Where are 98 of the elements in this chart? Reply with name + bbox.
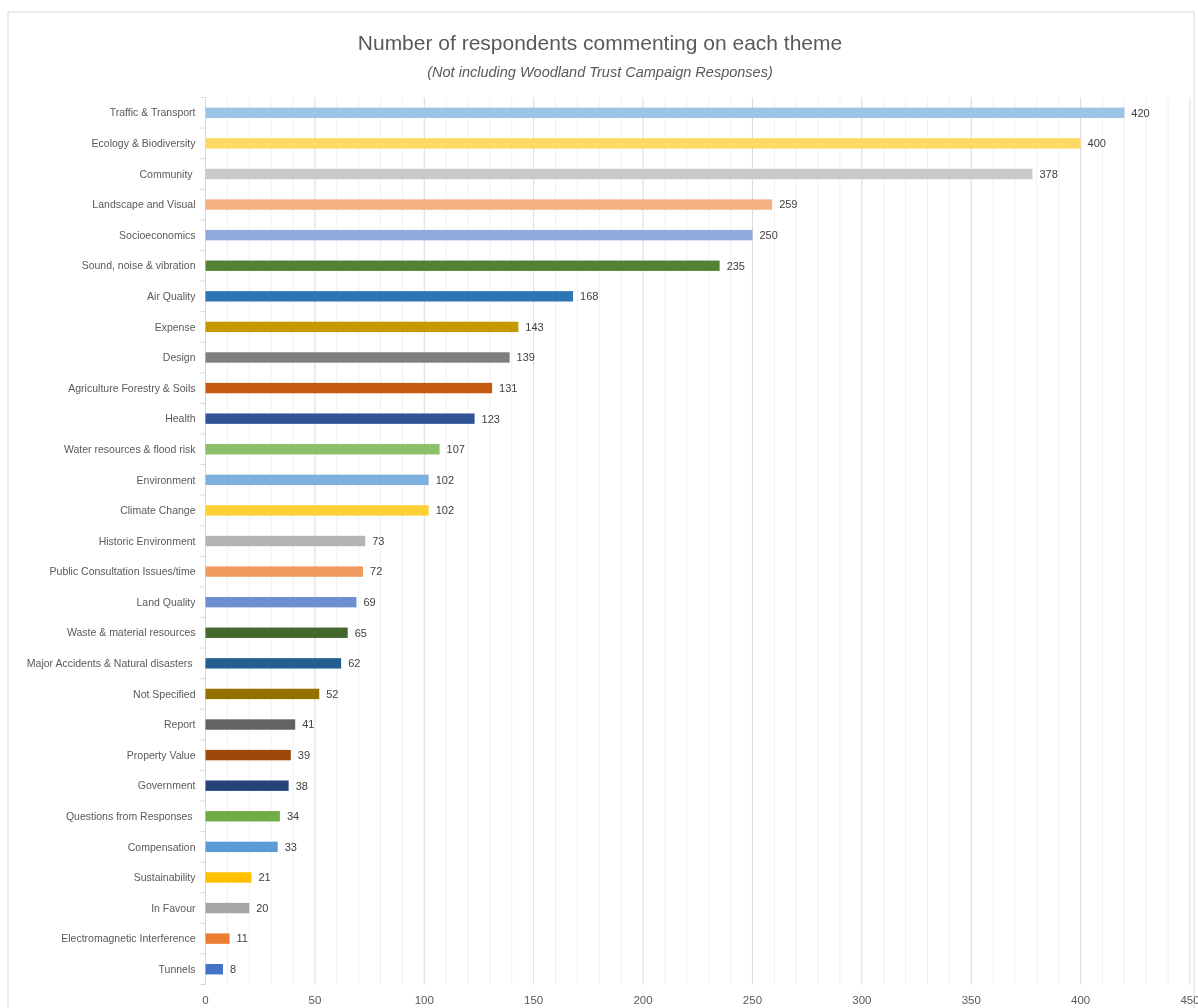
y-tick-label: Water resources & flood risk <box>64 442 197 455</box>
data-label: 102 <box>435 473 455 486</box>
y-tick-label: Ecology & Biodiversity <box>91 137 197 150</box>
data-label: 73 <box>372 534 385 547</box>
y-tick-label: In Favour <box>151 901 196 914</box>
y-tick-label: Questions from Responses <box>65 809 196 822</box>
data-label: 168 <box>580 290 599 303</box>
y-tick-label: Traffic & Transport <box>109 106 196 119</box>
y-tick-label: Community <box>139 167 196 180</box>
y-tick-label: Electromagnetic Interference <box>61 932 196 945</box>
y-tick-label: Air Quality <box>147 289 197 302</box>
y-tick-label: Land Quality <box>136 595 197 608</box>
bar <box>205 688 320 700</box>
bar <box>205 168 1033 180</box>
data-label: 259 <box>779 198 798 211</box>
bar <box>205 627 348 638</box>
bar <box>205 505 429 516</box>
bar <box>205 719 296 730</box>
bar <box>205 382 493 394</box>
data-label: 250 <box>759 228 778 241</box>
bar <box>205 107 1125 118</box>
data-label: 139 <box>516 351 535 364</box>
data-label: 143 <box>525 320 544 333</box>
bar <box>205 872 252 883</box>
y-tick-label: Report <box>163 718 196 731</box>
data-label: 38 <box>295 779 308 792</box>
y-tick-label: Major Accidents & Natural disasters <box>26 657 196 670</box>
y-tick-label: Government <box>137 779 196 792</box>
bar <box>205 658 342 669</box>
data-label: 8 <box>230 963 237 976</box>
x-tick-label: 100 <box>414 993 434 1006</box>
y-tick-label: Design <box>162 351 196 364</box>
y-tick-label: Property Value <box>126 748 196 761</box>
data-label: 235 <box>726 259 745 272</box>
x-tick-label: 350 <box>961 993 981 1006</box>
bar <box>205 444 440 455</box>
x-tick-label: 300 <box>852 993 872 1006</box>
y-tick-label: Tunnels <box>158 962 196 975</box>
data-label: 11 <box>236 932 248 945</box>
y-tick-label: Public Consultation Issues/time <box>49 565 196 578</box>
data-label: 102 <box>435 504 455 517</box>
x-tick-label: 150 <box>524 993 544 1006</box>
data-label: 62 <box>348 657 361 670</box>
y-tick-label: Climate Change <box>120 504 196 517</box>
y-tick-label: Not Specified <box>133 687 196 700</box>
x-tick-label: 0 <box>202 993 209 1006</box>
data-label: 21 <box>258 871 271 884</box>
bar <box>205 138 1081 149</box>
bar <box>205 321 519 333</box>
data-label: 107 <box>446 443 465 456</box>
y-tick-label: Landscape and Visual <box>92 198 196 211</box>
data-label: 420 <box>1131 106 1150 119</box>
data-label: 131 <box>499 381 518 394</box>
bar <box>205 413 475 424</box>
data-label: 72 <box>370 565 383 578</box>
bar <box>205 566 364 577</box>
bar <box>205 811 280 822</box>
y-tick-label: Environment <box>136 473 196 486</box>
data-label: 39 <box>297 748 311 761</box>
bar <box>205 535 366 547</box>
bar <box>205 780 289 791</box>
bar <box>205 749 291 761</box>
bar <box>205 291 574 302</box>
x-tick-label: 400 <box>1071 993 1091 1006</box>
data-label: 378 <box>1039 167 1058 180</box>
bar <box>205 933 230 944</box>
y-tick-label: Historic Environment <box>98 534 196 547</box>
bar <box>205 964 223 975</box>
chart-subtitle: (Not including Woodland Trust Campaign Responses) <box>427 64 773 80</box>
y-tick-label: Agriculture Forestry & Soils <box>68 381 196 394</box>
data-label: 123 <box>481 412 500 425</box>
bar <box>205 841 278 853</box>
data-label: 41 <box>302 718 315 731</box>
bar <box>205 352 510 363</box>
bar <box>205 902 250 914</box>
bar <box>205 474 429 486</box>
data-label: 34 <box>286 810 300 823</box>
bar <box>205 229 753 241</box>
data-label: 52 <box>326 687 339 700</box>
data-label: 65 <box>354 626 367 639</box>
data-label: 33 <box>284 840 297 853</box>
chart-title: Number of respondents commenting on each theme <box>357 31 843 54</box>
bar <box>205 596 357 608</box>
x-tick-label: 250 <box>742 993 763 1006</box>
y-tick-label: Waste & material resources <box>66 626 196 639</box>
data-label: 400 <box>1087 137 1106 150</box>
data-label: 20 <box>256 901 269 914</box>
y-tick-label: Expense <box>154 320 196 333</box>
y-tick-label: Socioeconomics <box>119 228 196 241</box>
y-tick-label: Sound, noise & vibration <box>81 259 196 272</box>
x-tick-label: 50 <box>308 993 322 1006</box>
data-label: 69 <box>363 596 376 609</box>
bar <box>205 199 773 210</box>
y-tick-label: Sustainability <box>133 871 197 884</box>
bar <box>205 260 720 271</box>
y-tick-label: Health <box>165 412 196 425</box>
y-tick-label: Compensation <box>127 840 196 853</box>
x-tick-label: 200 <box>633 993 653 1006</box>
